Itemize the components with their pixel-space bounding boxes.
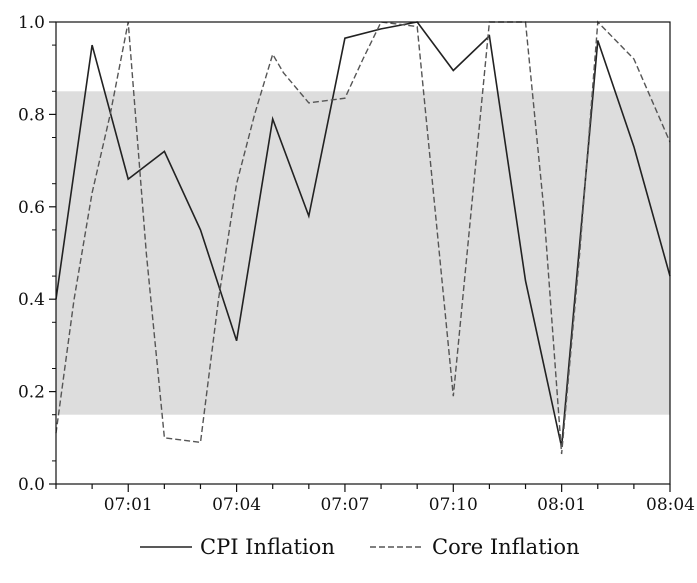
y-axis: 0.0 0.2 0.4 0.6 0.8 1.0	[18, 13, 56, 495]
plot-area	[55, 20, 671, 485]
shaded-band	[56, 91, 670, 415]
x-tick-label: 08:04	[646, 495, 695, 515]
x-tick-label: 07:07	[320, 495, 369, 515]
x-tick-label: 07:10	[429, 495, 478, 515]
y-tick-label: 0.6	[18, 198, 45, 218]
y-tick-label: 0.4	[18, 290, 45, 310]
y-tick-label: 1.0	[18, 13, 45, 33]
x-tick-label: 08:01	[537, 495, 586, 515]
x-tick-label: 07:04	[212, 495, 261, 515]
series-line-core-inflation	[55, 20, 671, 455]
y-tick-label: 0.2	[18, 383, 45, 403]
legend: CPI Inflation Core Inflation	[140, 535, 580, 559]
legend-label-core-inflation: Core Inflation	[432, 535, 580, 559]
legend-label-cpi-inflation: CPI Inflation	[200, 535, 335, 559]
y-tick-label: 0.0	[18, 475, 45, 495]
x-axis: 07:01 07:04 07:07 07:10 08:01 08:04	[55, 484, 695, 515]
x-tick-label: 07:01	[104, 495, 153, 515]
y-tick-label: 0.8	[18, 105, 45, 125]
plot-frame	[55, 21, 671, 485]
